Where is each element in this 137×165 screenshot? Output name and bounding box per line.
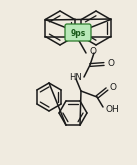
- Text: HN: HN: [69, 73, 81, 82]
- Text: O: O: [90, 48, 97, 56]
- Text: O: O: [108, 60, 115, 68]
- Text: O: O: [110, 83, 117, 93]
- Text: OH: OH: [105, 105, 119, 115]
- Text: 9ps: 9ps: [70, 29, 86, 37]
- FancyBboxPatch shape: [65, 24, 91, 41]
